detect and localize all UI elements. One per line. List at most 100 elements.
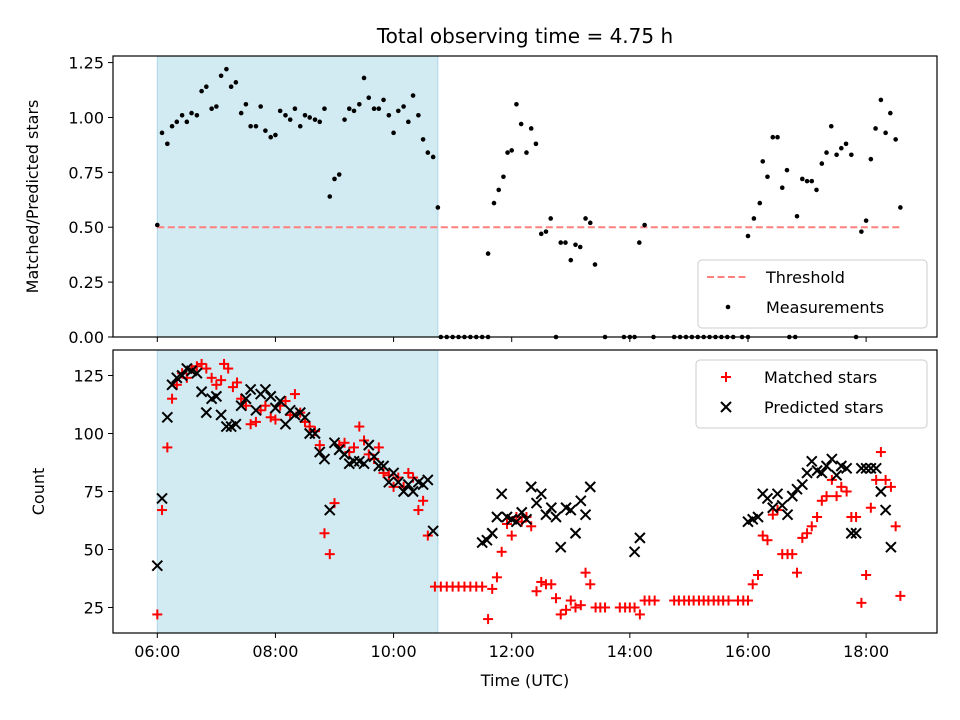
matched-point xyxy=(250,416,261,427)
predicted-point-b xyxy=(240,393,252,405)
measurement-point xyxy=(268,134,274,140)
predicted-point-b xyxy=(392,476,405,488)
measurement-point xyxy=(794,213,800,219)
predicted-point-b xyxy=(850,527,862,539)
x-tick-label: 14:00 xyxy=(607,642,653,661)
matched-point xyxy=(289,389,300,400)
measurement-point xyxy=(636,240,642,245)
predicted-point-b xyxy=(274,395,286,407)
matched-point xyxy=(861,570,872,581)
predicted-point xyxy=(387,467,400,479)
predicted-point-b xyxy=(830,469,843,481)
predicted-point-b xyxy=(491,511,503,523)
measurement-point xyxy=(371,106,377,111)
measurement-point xyxy=(505,150,510,155)
measurement-point xyxy=(184,119,190,125)
measurement-point xyxy=(809,178,815,184)
predicted-point-b xyxy=(771,488,784,500)
measurement-point xyxy=(893,137,898,142)
predicted-point xyxy=(166,379,178,391)
matched-point xyxy=(531,586,542,597)
matched-point xyxy=(865,502,876,513)
measurement-point xyxy=(863,218,869,223)
predicted-point xyxy=(555,541,567,553)
legend-label: Matched stars xyxy=(764,368,877,387)
predicted-point-b xyxy=(397,485,410,498)
predicted-point xyxy=(265,390,277,403)
predicted-point xyxy=(397,485,410,498)
x-axis-label: Time (UTC) xyxy=(480,671,569,690)
predicted-point-b xyxy=(540,508,552,521)
matched-point xyxy=(418,495,429,506)
predicted-point-b xyxy=(215,409,227,421)
matched-point xyxy=(551,593,562,604)
predicted-point xyxy=(358,457,370,470)
predicted-point-b xyxy=(510,515,523,528)
predicted-point-b xyxy=(314,446,326,458)
matched-point xyxy=(753,570,764,581)
measurement-point xyxy=(204,84,209,90)
measurement-point xyxy=(642,222,647,228)
matched-point xyxy=(885,481,896,492)
matched-point xyxy=(477,581,488,592)
count-chart: 25 50 75 100 125 06:00 08:00 10:00 12:00 14:00 16:… xyxy=(29,349,938,690)
measurement-point xyxy=(346,106,352,111)
predicted-point-b xyxy=(151,560,164,572)
measurement-point xyxy=(583,216,588,221)
predicted-point xyxy=(250,404,262,417)
predicted-point-b xyxy=(358,457,370,470)
predicted-point xyxy=(259,383,272,396)
matched-point xyxy=(354,421,365,432)
measurement-point xyxy=(524,150,529,155)
legend-measurement-swatch xyxy=(725,304,731,310)
predicted-point xyxy=(565,504,577,516)
measurement-point xyxy=(238,110,244,116)
measurement-point xyxy=(317,119,323,125)
predicted-point-b xyxy=(235,399,247,412)
predicted-point-b xyxy=(525,481,537,493)
predicted-point xyxy=(826,453,838,465)
matched-point xyxy=(880,474,891,485)
matched-point xyxy=(546,579,557,590)
matched-point xyxy=(856,597,867,608)
y-tick-label: 0.00 xyxy=(68,328,104,347)
measurement-point xyxy=(297,123,303,129)
predicted-point xyxy=(535,488,547,500)
predicted-point-b xyxy=(845,527,858,539)
matched-point xyxy=(816,495,827,506)
y-tick-label: 1.00 xyxy=(68,108,104,127)
predicted-point xyxy=(530,497,543,509)
predicted-point xyxy=(191,367,203,379)
matched-point xyxy=(304,421,315,432)
measurement-point xyxy=(243,101,249,107)
predicted-point-b xyxy=(550,511,562,523)
predicted-point-b xyxy=(244,383,257,396)
matched-point xyxy=(649,595,660,606)
predicted-point xyxy=(156,492,168,505)
matched-point xyxy=(324,549,335,560)
measurement-point xyxy=(302,112,308,118)
predicted-point-b xyxy=(761,492,774,505)
measurement-point xyxy=(898,205,903,210)
predicted-point-b xyxy=(181,362,193,375)
measurement-point xyxy=(518,121,524,127)
measurement-point xyxy=(751,216,757,221)
predicted-point-b xyxy=(377,460,390,472)
predicted-point xyxy=(495,488,508,500)
predicted-point-b xyxy=(265,390,277,403)
predicted-point-b xyxy=(579,508,592,521)
predicted-point xyxy=(820,460,833,472)
x-tick-label: 16:00 xyxy=(725,642,771,661)
measurement-point xyxy=(824,150,829,155)
measurement-point xyxy=(543,229,549,234)
predicted-point xyxy=(368,450,380,463)
measurement-point xyxy=(435,205,441,210)
predicted-point xyxy=(195,386,208,398)
predicted-point-b xyxy=(299,411,311,423)
predicted-point-b xyxy=(166,379,178,391)
predicted-point-b xyxy=(220,420,233,433)
predicted-point xyxy=(771,488,784,500)
predicted-point-b xyxy=(407,485,419,498)
predicted-point xyxy=(314,446,326,458)
matched-point xyxy=(797,532,808,543)
